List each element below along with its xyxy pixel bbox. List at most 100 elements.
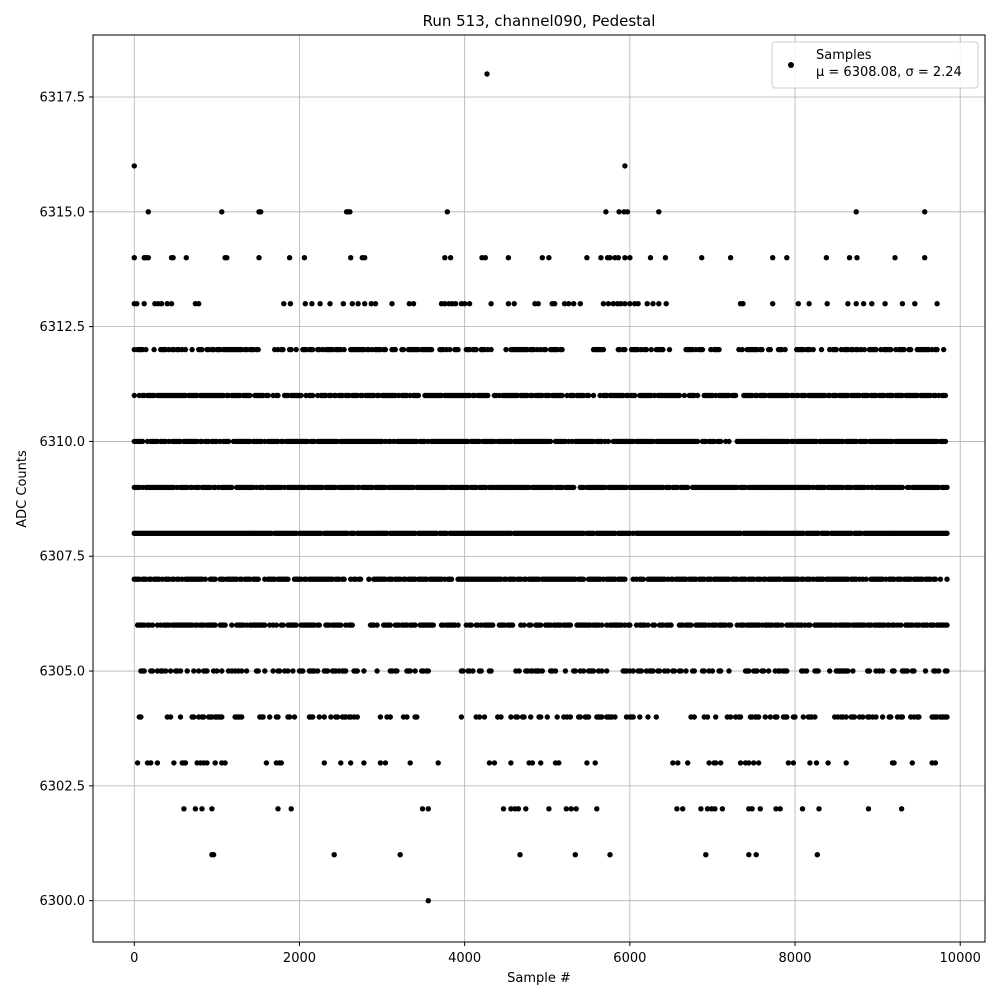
data-point: [466, 301, 473, 307]
data-point: [509, 622, 516, 628]
data-point: [656, 209, 662, 215]
data-point: [460, 668, 466, 674]
data-point: [688, 622, 694, 628]
legend-box: [771, 41, 979, 89]
data-point: [488, 301, 494, 307]
y-axis-label: ADC Counts: [15, 450, 30, 528]
data-point: [181, 806, 187, 812]
data-point: [866, 668, 873, 674]
data-point: [749, 806, 755, 812]
data-point: [275, 714, 281, 720]
data-point: [571, 301, 577, 307]
data-point: [382, 760, 389, 766]
data-point: [521, 714, 527, 720]
data-point: [529, 760, 536, 766]
data-point: [444, 209, 450, 215]
data-point: [300, 668, 306, 674]
data-point: [224, 255, 230, 261]
data-point: [222, 622, 228, 628]
data-point: [425, 668, 431, 674]
data-point: [486, 760, 493, 766]
x-tick-label: 6000: [613, 951, 646, 966]
data-point: [681, 392, 688, 399]
data-point: [243, 668, 250, 674]
data-point: [873, 346, 879, 353]
y-tick-label: 6317.5: [40, 90, 86, 105]
data-point: [806, 301, 812, 307]
data-point: [635, 301, 641, 307]
data-point: [290, 668, 296, 674]
data-point: [503, 346, 509, 353]
data-point: [937, 576, 944, 582]
data-point: [435, 760, 441, 766]
x-tick-label: 4000: [448, 951, 481, 966]
data-point: [349, 301, 355, 307]
data-point: [349, 622, 355, 628]
data-point: [675, 760, 681, 766]
data-point: [737, 714, 744, 720]
data-point: [199, 346, 205, 353]
data-point: [674, 806, 680, 812]
data-point: [361, 760, 367, 766]
data-point: [293, 346, 299, 353]
data-point: [916, 714, 922, 720]
data-point: [229, 484, 235, 491]
data-point: [538, 714, 544, 720]
data-point: [414, 714, 420, 720]
data-point: [410, 301, 417, 307]
data-point: [163, 668, 169, 674]
data-point: [904, 668, 911, 674]
data-point: [850, 668, 856, 674]
data-point: [845, 301, 851, 307]
data-point: [694, 392, 701, 399]
data-point: [491, 760, 498, 766]
data-point: [685, 484, 691, 491]
data-point: [229, 622, 235, 628]
data-point: [425, 806, 431, 812]
data-point: [258, 209, 264, 215]
data-point: [338, 760, 344, 766]
data-point: [860, 301, 867, 307]
data-point: [777, 806, 783, 812]
data-point: [800, 714, 806, 720]
data-point: [773, 806, 779, 812]
data-point: [372, 301, 379, 307]
x-tick-label: 0: [130, 951, 138, 966]
data-point: [599, 668, 605, 674]
data-point: [212, 622, 218, 628]
data-point: [256, 255, 262, 261]
data-points: [131, 71, 950, 904]
data-point: [577, 714, 583, 720]
data-point: [539, 255, 545, 261]
data-point: [407, 668, 413, 674]
data-point: [508, 714, 514, 720]
data-point: [286, 714, 293, 720]
data-point: [784, 255, 790, 261]
data-point: [562, 668, 569, 674]
data-point: [683, 668, 689, 674]
data-point: [600, 346, 607, 353]
data-point: [505, 255, 512, 261]
data-point: [355, 301, 361, 307]
data-point: [505, 301, 512, 307]
data-point: [934, 301, 940, 307]
data-point: [516, 668, 522, 674]
data-point: [321, 760, 327, 766]
data-point: [225, 438, 232, 445]
data-point: [309, 301, 315, 307]
data-point: [603, 209, 609, 215]
data-point: [327, 301, 333, 307]
data-point: [656, 668, 663, 674]
data-point: [354, 668, 360, 674]
data-point: [321, 714, 327, 720]
data-point: [799, 806, 806, 812]
data-point: [699, 255, 705, 261]
data-point: [315, 668, 321, 674]
data-point: [701, 668, 707, 674]
data-point: [134, 301, 140, 307]
data-point: [718, 438, 724, 445]
data-point: [843, 714, 849, 720]
data-point: [680, 806, 686, 812]
